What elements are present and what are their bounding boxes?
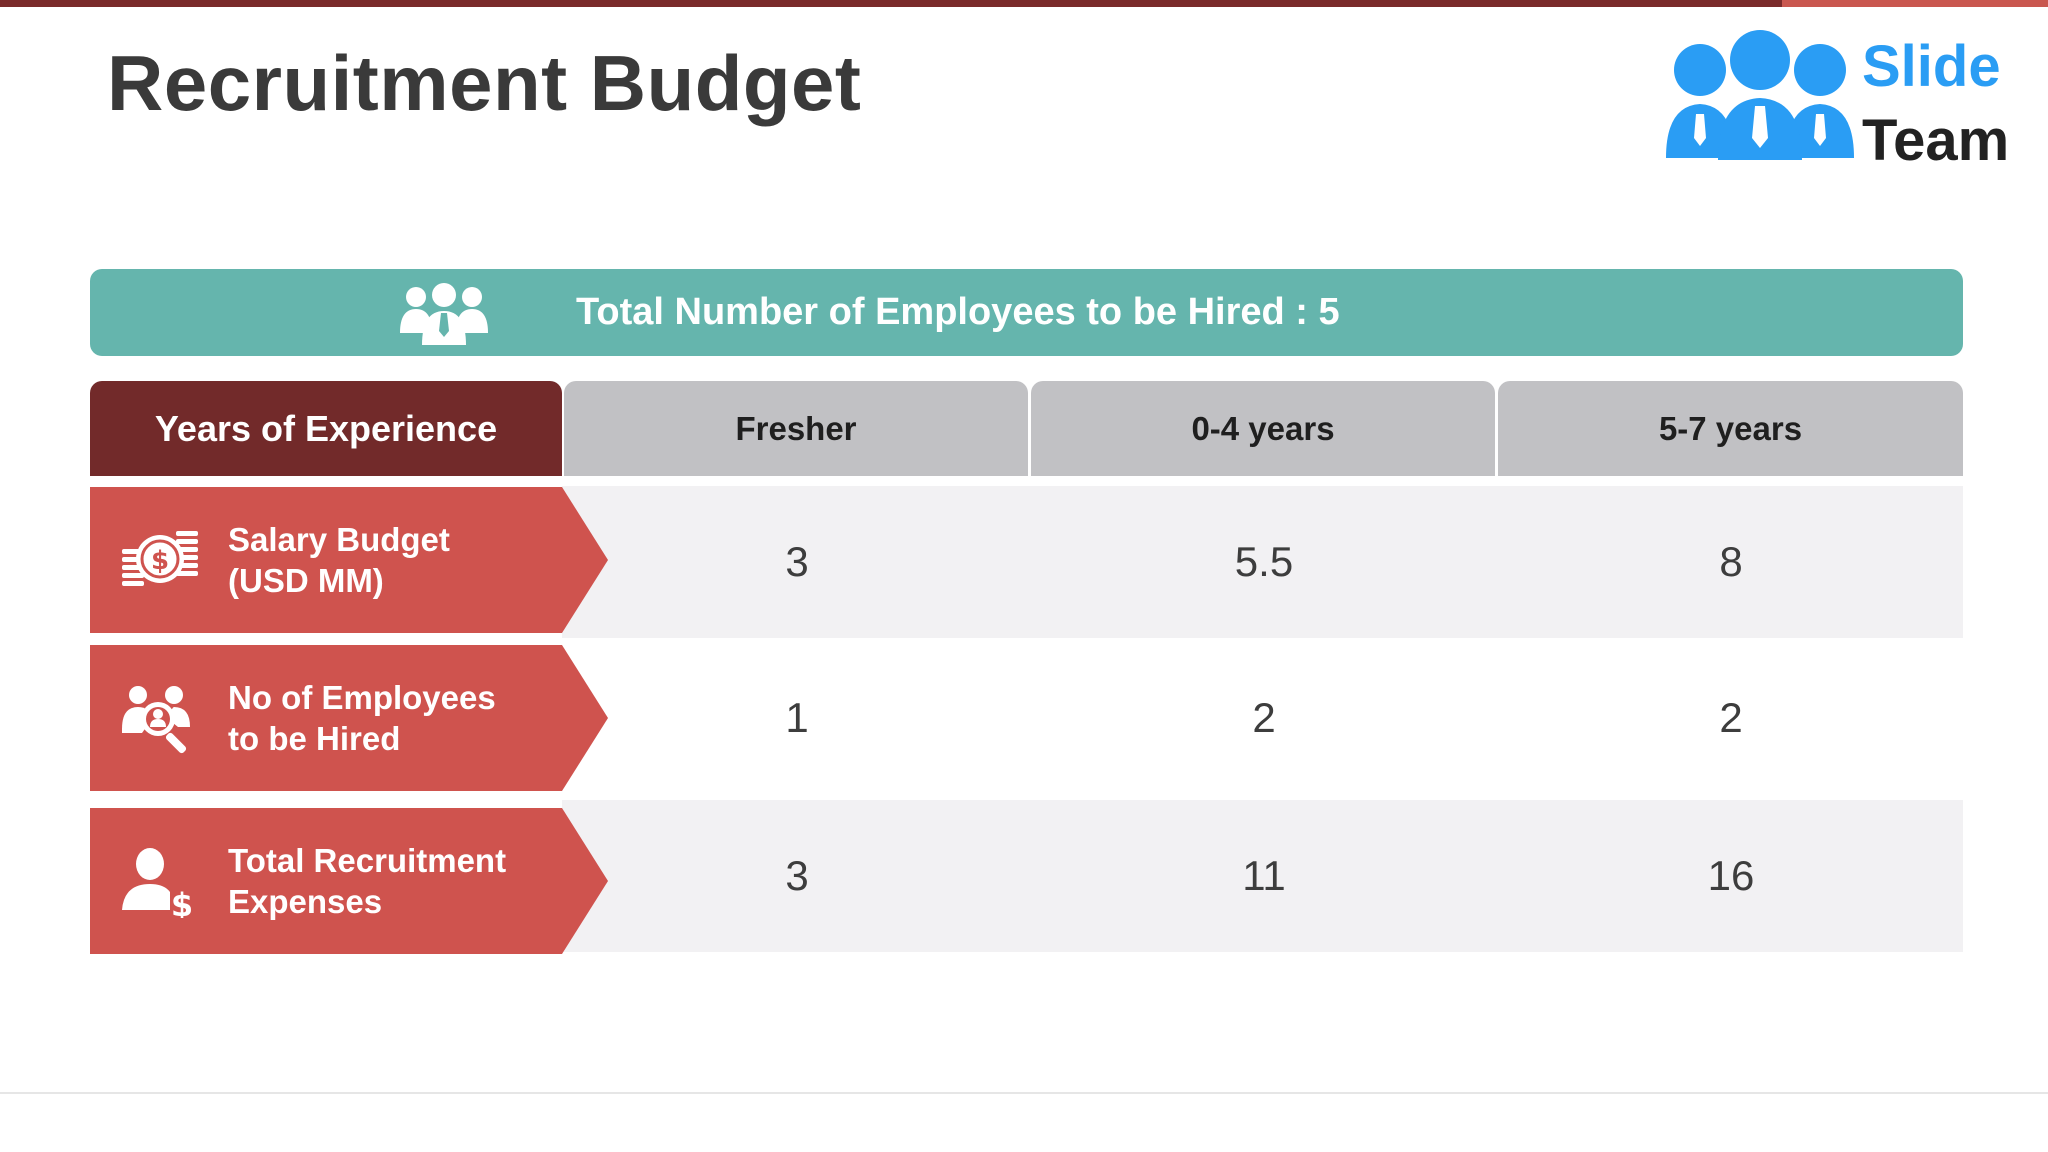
people-group-logo-icon (1666, 30, 1854, 160)
row-arrow-shape (90, 808, 608, 954)
total-hires-banner: Total Number of Employees to be Hired : … (90, 269, 1963, 356)
header-0-4-years: 0-4 years (1031, 381, 1495, 476)
table-cell-employees-0-4: 2 (1252, 694, 1276, 741)
group-icon (400, 283, 488, 345)
total-recruitment-expenses-label-line1: Total Recruitment (228, 841, 507, 879)
row-background-employees (562, 642, 1963, 794)
slide-title: Recruitment Budget (107, 39, 862, 127)
total-recruitment-expenses-label: Total Recruitment Expenses (228, 808, 578, 954)
person-dollar-icon: $ (122, 848, 193, 918)
table-cell-salary-fresher: 3 (785, 538, 809, 585)
row-label-employees-to-hire: No of Employees to be Hired (90, 645, 608, 791)
row-background-expenses (562, 800, 1963, 952)
employees-to-hire-label-line2: to be Hired (228, 720, 401, 757)
table-cell-expenses-5-7: 16 (1707, 852, 1755, 899)
table-cell-expenses-fresher: 3 (785, 852, 809, 899)
total-hires-text: Total Number of Employees to be Hired : … (576, 291, 1340, 333)
logo-text-slide: Slide (1862, 34, 2001, 99)
employees-to-hire-label-line1: No of Employees (228, 678, 496, 716)
row-background-salary (562, 486, 1963, 638)
header-fresher: Fresher (564, 381, 1028, 476)
table-cell-employees-5-7: 2 (1719, 694, 1743, 741)
total-recruitment-expenses-label-line2: Expenses (228, 883, 383, 920)
table-cell-salary-0-4: 5.5 (1234, 538, 1294, 585)
svg-text:$: $ (151, 546, 169, 576)
row-label-total-recruitment-expenses: $ Total Recruitment Expenses (90, 808, 608, 954)
employees-to-hire-label: No of Employees to be Hired (228, 645, 578, 791)
salary-budget-label: Salary Budget (USD MM) (228, 487, 578, 633)
table-cell-employees-fresher: 1 (785, 694, 809, 741)
top-accent-bar-end (1782, 0, 2048, 7)
top-accent-bar (0, 0, 1782, 7)
svg-text:$: $ (171, 886, 193, 918)
table-cell-expenses-0-4: 11 (1242, 852, 1286, 899)
slideteam-logo: Slide Team (1660, 26, 2020, 176)
row-arrow-shape (90, 487, 608, 633)
salary-budget-label-line2: (USD MM) (228, 562, 384, 599)
header-5-7-years: 5-7 years (1498, 381, 1963, 476)
table-cell-salary-5-7: 8 (1719, 538, 1743, 585)
footer-divider (0, 1092, 2048, 1094)
salary-budget-label-line1: Salary Budget (228, 520, 450, 558)
logo-text-team: Team (1862, 108, 2010, 173)
header-years-of-experience: Years of Experience (90, 381, 562, 476)
employee-search-icon (122, 686, 190, 754)
money-coins-icon: $ (122, 531, 198, 586)
row-arrow-shape (90, 645, 608, 791)
row-label-salary-budget: $ Salary Budget (USD MM) (90, 487, 608, 633)
